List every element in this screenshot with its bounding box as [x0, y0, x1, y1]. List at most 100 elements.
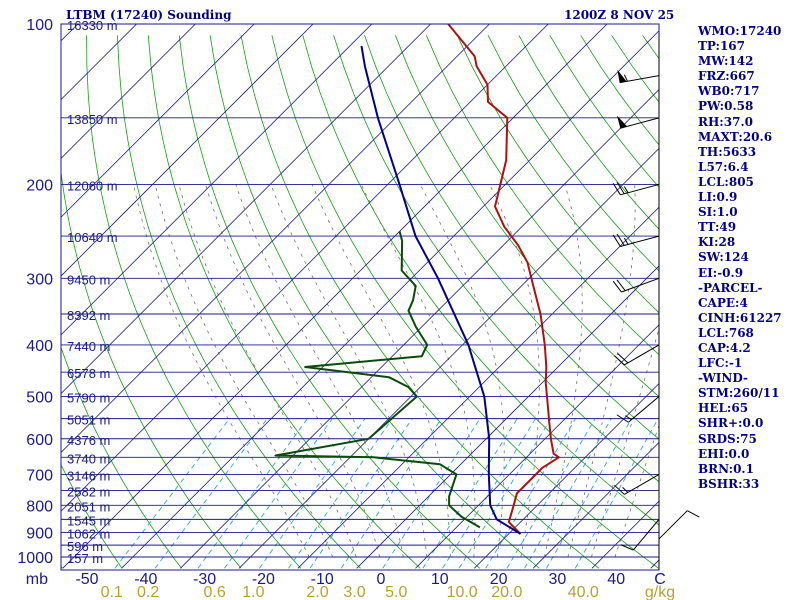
isotherm: [61, 24, 432, 395]
wind-barb-feather: [616, 279, 626, 291]
index-item: KI:28: [698, 235, 736, 250]
temperature-tick-label: -20: [252, 571, 275, 588]
height-label: 9450 m: [67, 272, 110, 287]
wind-barb-shaft: [658, 510, 688, 540]
isotherm: [180, 89, 659, 569]
wind-barbs: [612, 33, 700, 570]
index-item: SW:124: [698, 250, 749, 265]
wind-barb-pennant: [616, 115, 628, 129]
wind-barb: [620, 519, 660, 551]
index-item: LCL:768: [698, 325, 754, 340]
isotherm: [61, 24, 255, 218]
index-item: MW:142: [698, 54, 754, 69]
temperature-tick-label: 0: [377, 571, 386, 588]
dry-adiabat: [61, 346, 182, 569]
index-item: LFC:-1: [698, 356, 743, 371]
mixing-ratio-line: [309, 418, 413, 569]
mixing-ratio-line: [506, 418, 596, 569]
wind-barb: [617, 69, 660, 84]
wind-barb-half-feather: [625, 415, 632, 421]
dry-adiabat: [364, 35, 659, 440]
wind-barb-feather: [612, 183, 621, 196]
mixing-ratio-line: [422, 418, 518, 569]
wind-barb: [614, 344, 660, 366]
index-item: MAXT:20.6: [698, 129, 773, 144]
station-title: LTBM (17240) Sounding: [66, 8, 232, 22]
wind-barb-half-feather: [623, 186, 629, 193]
dry-adiabat: [395, 35, 659, 398]
wind-barb-feather: [612, 234, 621, 247]
dry-adiabat: [240, 35, 600, 569]
index-item: CINH:61227: [698, 310, 782, 325]
dry-adiabat: [147, 35, 421, 569]
index-item: WMO:17240: [698, 24, 782, 38]
temperature-tick-label: 10: [431, 571, 449, 588]
isotherm: [62, 24, 608, 569]
mixing-ratio-line: [485, 418, 576, 569]
wind-barb: [616, 396, 660, 423]
temperature-line: [447, 24, 560, 535]
wind-barb-shaft: [628, 396, 660, 423]
dry-adiabat: [302, 35, 659, 526]
height-label: 5051 m: [67, 413, 110, 428]
wind-barb-pennant: [617, 69, 627, 83]
index-item: CAP:4.2: [698, 340, 751, 355]
height-label: 13850 m: [67, 112, 118, 127]
mixing-ratio-line: [574, 418, 659, 569]
isotherm: [356, 265, 659, 569]
wind-barb: [616, 115, 660, 129]
wind-barb: [614, 474, 660, 495]
moist-adiabat: [489, 184, 540, 558]
mixing-ratio-line: [442, 418, 536, 569]
index-item: EHI:0.0: [698, 446, 750, 461]
index-item: EI:-0.9: [698, 265, 744, 280]
wind-barb-half-feather: [623, 237, 629, 245]
mixing-ratio-line: [340, 418, 442, 569]
mixing-ratio-line: [524, 418, 612, 569]
mixing-ratio-unit-label: g/kg: [645, 584, 675, 600]
dry-adiabat: [0, 35, 3, 568]
pressure-tick-label: 900: [26, 526, 53, 543]
isotherm: [532, 441, 659, 569]
height-label: 3146 m: [67, 468, 110, 483]
mixing-ratio-label: 10.0: [447, 584, 478, 600]
wind-barb-feather: [614, 355, 625, 366]
index-item: WB0:717: [698, 84, 760, 99]
height-label: 1062 m: [67, 527, 110, 542]
isotherm: [61, 24, 373, 336]
dry-adiabat: [425, 35, 659, 356]
wind-barb-feather: [687, 510, 700, 518]
index-item: BRN:0.1: [698, 461, 754, 476]
isotherm: [61, 24, 549, 512]
index-item: PW:0.58: [698, 99, 754, 114]
height-label: 10640 m: [67, 230, 118, 245]
temperature-tick-label: 30: [549, 571, 567, 588]
mixing-ratio-line: [224, 418, 333, 569]
isotherm: [238, 147, 659, 569]
dry-adiabat: [487, 35, 659, 272]
index-item: RH:37.0: [698, 114, 753, 129]
index-item: CAPE:4: [698, 295, 748, 310]
mixing-ratio-label: 5.0: [385, 584, 407, 600]
mixing-ratio-label: 40.0: [568, 584, 599, 600]
mixing-ratio-label: 3.0: [343, 584, 365, 600]
isotherm: [61, 24, 196, 159]
dry-adiabat: [61, 565, 63, 569]
indices-panel: WMO:17240 TP:167 MW:142 FRZ:667 WB0:717 PW:0.…: [698, 24, 782, 492]
isotherm: [61, 24, 314, 277]
wind-barb-feather: [614, 484, 625, 495]
index-item: -WIND-: [698, 371, 748, 386]
wind-barb: [612, 181, 660, 196]
index-item: TT:49: [698, 220, 737, 235]
mixing-ratio-line: [114, 418, 230, 569]
height-label: 7440 m: [67, 339, 110, 354]
height-label: 2051 m: [67, 499, 110, 514]
isotherm: [121, 30, 659, 569]
mixing-ratio-line: [197, 418, 308, 569]
mixing-ratio-line: [546, 418, 632, 569]
wind-barb: [658, 510, 700, 540]
temperature-tick-label: -30: [193, 571, 216, 588]
pressure-unit-label: mb: [26, 571, 48, 588]
height-label: 5790 m: [67, 391, 110, 406]
dry-adiabat: [178, 35, 480, 569]
